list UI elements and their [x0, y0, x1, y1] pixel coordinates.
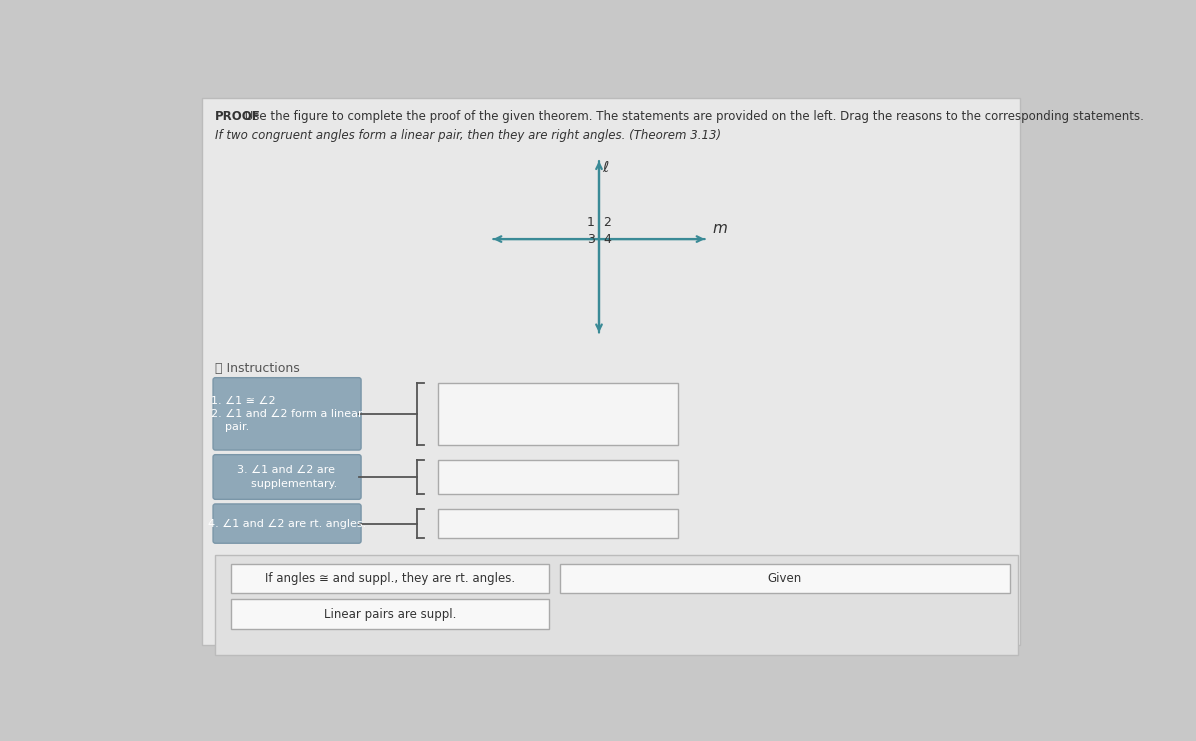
FancyBboxPatch shape	[213, 455, 361, 499]
FancyBboxPatch shape	[202, 98, 1020, 645]
Text: 1: 1	[586, 216, 594, 229]
Text: 3. ∠1 and ∠2 are
    supplementary.: 3. ∠1 and ∠2 are supplementary.	[237, 465, 337, 488]
FancyBboxPatch shape	[438, 460, 678, 494]
Text: PROOF: PROOF	[215, 110, 261, 124]
FancyBboxPatch shape	[560, 564, 1009, 594]
Text: 4: 4	[603, 233, 611, 246]
Text: 4. ∠1 and ∠2 are rt. angles.: 4. ∠1 and ∠2 are rt. angles.	[208, 519, 366, 528]
Text: Given: Given	[768, 572, 803, 585]
Text: 2: 2	[603, 216, 611, 229]
Text: $m$: $m$	[712, 221, 728, 236]
Text: ⓘ Instructions: ⓘ Instructions	[215, 362, 300, 375]
Text: Linear pairs are suppl.: Linear pairs are suppl.	[324, 608, 456, 620]
Text: $\ell$: $\ell$	[602, 160, 610, 175]
FancyBboxPatch shape	[215, 555, 1018, 655]
FancyBboxPatch shape	[438, 509, 678, 538]
Text: If two congruent angles form a linear pair, then they are right angles. (Theorem: If two congruent angles form a linear pa…	[215, 129, 721, 142]
FancyBboxPatch shape	[213, 378, 361, 450]
Text: If angles ≅ and suppl., they are rt. angles.: If angles ≅ and suppl., they are rt. ang…	[264, 572, 514, 585]
Text: Use the figure to complete the proof of the given theorem. The statements are pr: Use the figure to complete the proof of …	[240, 110, 1143, 124]
FancyBboxPatch shape	[438, 383, 678, 445]
FancyBboxPatch shape	[231, 599, 549, 628]
FancyBboxPatch shape	[213, 504, 361, 543]
Text: 3: 3	[586, 233, 594, 246]
FancyBboxPatch shape	[231, 564, 549, 594]
Text: 1. ∠1 ≅ ∠2
2. ∠1 and ∠2 form a linear
    pair.: 1. ∠1 ≅ ∠2 2. ∠1 and ∠2 form a linear pa…	[212, 396, 362, 432]
